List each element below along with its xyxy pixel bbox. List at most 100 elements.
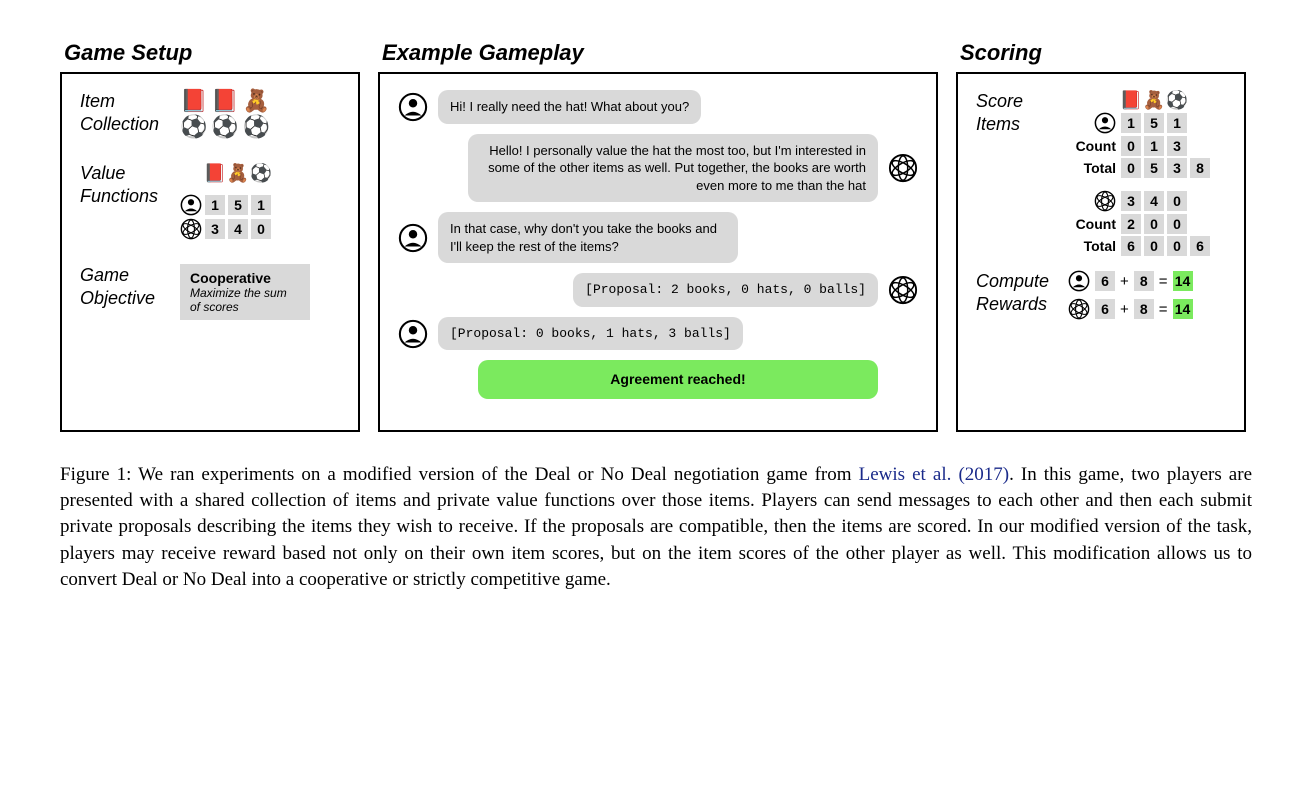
equals-icon: = [1159, 301, 1168, 318]
st-value-row: 3 4 0 [1068, 190, 1210, 212]
figure-caption: Figure 1: We ran experiments on a modifi… [60, 462, 1252, 593]
st-count-row: Count 2 0 0 [1068, 214, 1210, 234]
score-cell: 1 [1167, 113, 1187, 133]
human-icon [180, 194, 202, 216]
reward-sum: 14 [1173, 271, 1193, 291]
ai-icon [180, 218, 202, 240]
equals-icon: = [1159, 273, 1168, 290]
agreement-banner: Agreement reached! [478, 360, 878, 399]
chat-bubble: In that case, why don't you take the boo… [438, 212, 738, 263]
human-icon [398, 319, 428, 349]
game-objective-content: Cooperative Maximize the sum of scores [180, 264, 340, 320]
human-icon [398, 223, 428, 253]
msg-row: In that case, why don't you take the boo… [398, 212, 918, 263]
count-label: Count [1068, 138, 1116, 154]
item-row-1: ⚽ ⚽ ⚽ [180, 116, 270, 138]
ball-icon: ⚽ [243, 116, 270, 138]
ball-icon: ⚽ [251, 163, 271, 183]
human-icon [398, 92, 428, 122]
st-count-row: Count 0 1 3 [1068, 136, 1210, 156]
chat-bubble: Hello! I personally value the hat the mo… [468, 134, 878, 203]
score-items-block: Score Items 📕 🧸 ⚽ 1 [976, 90, 1226, 256]
score-cell: 1 [1121, 113, 1141, 133]
total-label: Total [1068, 160, 1116, 176]
human-icon [1094, 112, 1116, 134]
count-label: Count [1068, 216, 1116, 232]
panel-setup-title: Game Setup [60, 40, 360, 66]
score-cell: 1 [1144, 136, 1164, 156]
hat-icon: 🧸 [1144, 90, 1164, 110]
citation-year: (2017) [958, 464, 1009, 485]
panel-gameplay-title: Example Gameplay [378, 40, 938, 66]
book-icon: 📕 [211, 90, 238, 112]
reward-val: 8 [1134, 271, 1154, 291]
reward-val: 6 [1095, 299, 1115, 319]
vf-row-ai: 3 4 0 [180, 218, 271, 240]
ai-icon [888, 275, 918, 305]
objective-subtitle: Maximize the sum of scores [190, 286, 300, 314]
chat-bubble-proposal: [Proposal: 0 books, 1 hats, 3 balls] [438, 317, 743, 351]
score-cell: 2 [1121, 214, 1141, 234]
vf-cell: 1 [205, 195, 225, 215]
ball-icon: ⚽ [211, 116, 238, 138]
spacer [180, 162, 202, 184]
citation-link[interactable]: Lewis et al. [859, 464, 952, 485]
vf-cell: 0 [251, 219, 271, 239]
vf-cell: 5 [228, 195, 248, 215]
reward-row-human: 6 + 8 = 14 [1068, 270, 1193, 292]
score-sum: 8 [1190, 158, 1210, 178]
ai-icon [1068, 298, 1090, 320]
score-cell: 5 [1144, 113, 1164, 133]
score-cell: 0 [1121, 158, 1141, 178]
score-cell: 0 [1167, 191, 1187, 211]
row-icon-wrap [1068, 190, 1116, 212]
total-label: Total [1068, 238, 1116, 254]
reward-val: 6 [1095, 271, 1115, 291]
game-objective-label: Game Objective [80, 264, 180, 309]
st-header: 📕 🧸 ⚽ [1068, 90, 1210, 110]
panel-scoring-title: Scoring [956, 40, 1246, 66]
item-collection-content: 📕 📕 🧸 ⚽ ⚽ ⚽ [180, 90, 340, 138]
chat-bubble-proposal: [Proposal: 2 books, 0 hats, 0 balls] [573, 273, 878, 307]
chat: Hi! I really need the hat! What about yo… [398, 90, 918, 399]
ball-icon: ⚽ [1167, 90, 1187, 110]
book-icon: 📕 [180, 90, 207, 112]
score-cell: 4 [1144, 191, 1164, 211]
score-cell: 5 [1144, 158, 1164, 178]
vf-row-human: 1 5 1 [180, 194, 271, 216]
book-icon: 📕 [205, 163, 225, 183]
msg-row: Hi! I really need the hat! What about yo… [398, 90, 918, 124]
objective-title: Cooperative [190, 270, 300, 286]
score-items-label: Score Items [976, 90, 1058, 135]
panel-gameplay-wrap: Example Gameplay Hi! I really need the h… [378, 40, 938, 432]
vf-cell: 4 [228, 219, 248, 239]
plus-icon: + [1120, 273, 1129, 290]
score-cell: 0 [1167, 236, 1187, 256]
row-game-objective: Game Objective Cooperative Maximize the … [80, 264, 340, 320]
ai-icon [888, 153, 918, 183]
reward-rows: 6 + 8 = 14 6 + 8 = 14 [1068, 270, 1193, 320]
book-icon: 📕 [1121, 90, 1141, 110]
citation-year-link[interactable]: (2017) [958, 464, 1009, 485]
vf-grid: 1 5 1 3 4 0 [180, 194, 271, 240]
score-cell: 3 [1167, 158, 1187, 178]
score-cell: 3 [1121, 191, 1141, 211]
panel-gameplay: Hi! I really need the hat! What about yo… [378, 72, 938, 432]
value-functions-content: 📕 🧸 ⚽ 1 5 1 3 [180, 162, 340, 240]
chat-bubble: Hi! I really need the hat! What about yo… [438, 90, 701, 124]
vf-cell: 1 [251, 195, 271, 215]
panel-setup: Item Collection 📕 📕 🧸 ⚽ ⚽ ⚽ Value Functi… [60, 72, 360, 432]
vf-header: 📕 🧸 ⚽ [180, 162, 271, 184]
msg-row: Hello! I personally value the hat the mo… [398, 134, 918, 203]
score-cell: 6 [1121, 236, 1141, 256]
score-cell: 0 [1121, 136, 1141, 156]
score-cell: 3 [1167, 136, 1187, 156]
figure-panels: Game Setup Item Collection 📕 📕 🧸 ⚽ ⚽ ⚽ [60, 40, 1252, 432]
score-sum: 6 [1190, 236, 1210, 256]
panel-scoring: Score Items 📕 🧸 ⚽ 1 [956, 72, 1246, 432]
compute-rewards-label: Compute Rewards [976, 270, 1058, 315]
hat-icon: 🧸 [243, 90, 270, 112]
row-item-collection: Item Collection 📕 📕 🧸 ⚽ ⚽ ⚽ [80, 90, 340, 138]
hat-icon: 🧸 [228, 163, 248, 183]
ai-icon [1094, 190, 1116, 212]
